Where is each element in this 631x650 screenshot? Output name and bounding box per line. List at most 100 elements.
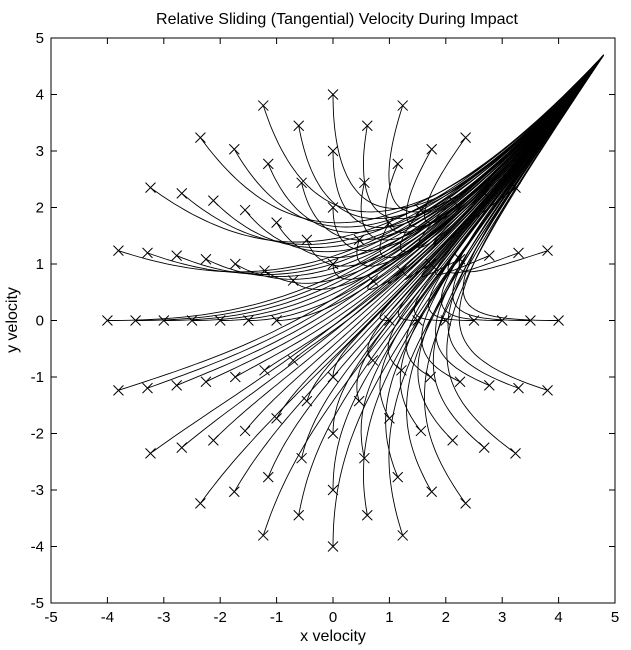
start-marker [510,447,521,459]
start-marker [415,425,427,437]
start-marker [186,315,198,326]
start-marker [396,265,407,277]
start-marker [142,382,153,394]
start-marker [243,315,254,326]
trajectory-line [276,54,605,321]
start-marker [200,253,212,265]
start-marker [287,275,299,286]
start-marker [327,541,339,552]
trajectory-line [147,54,605,389]
start-marker [327,145,339,157]
start-marker [228,143,240,155]
start-marker [239,204,251,216]
start-marker [440,315,452,326]
start-marker [229,371,241,383]
trajectory-line [200,54,605,504]
start-marker [396,364,407,376]
trajectory-line [435,54,605,386]
trajectory-line [267,54,605,478]
start-marker [384,217,395,228]
start-marker [271,315,282,326]
trajectory-line [181,54,605,245]
start-marker [293,509,305,521]
start-marker [271,217,282,228]
start-marker [257,530,269,541]
start-marker [195,497,206,509]
start-marker [195,132,206,144]
start-marker [397,100,409,111]
start-marker [301,395,313,407]
start-marker-layer [102,89,564,552]
start-marker [447,435,458,446]
start-marker [367,355,379,366]
y-tick-label: 1 [36,256,44,273]
trajectory-line [244,54,605,432]
trajectory-line [118,54,605,391]
trajectory-line [417,54,605,441]
start-marker [171,380,183,391]
x-tick-label: 3 [498,609,506,626]
trajectory-line [147,54,605,274]
trajectory-line [150,54,605,454]
start-marker [171,250,183,261]
trajectory-line [181,54,605,448]
start-marker [102,315,113,326]
start-marker [392,158,404,170]
start-marker [510,182,521,194]
start-marker [113,384,124,396]
y-tick-label: -2 [31,426,44,443]
trajectory-line [107,54,605,321]
start-marker [361,509,373,521]
x-tick-label: -3 [157,609,170,626]
start-marker [142,247,153,259]
start-marker [447,195,458,206]
y-tick-label: 4 [36,87,44,104]
start-marker [327,428,339,439]
start-marker [158,315,170,326]
trajectory-layer [107,54,605,547]
trajectory-line [388,54,605,536]
trajectory-line [452,54,605,321]
start-marker [496,315,508,326]
x-tick-label: 2 [442,609,450,626]
trajectory-line [446,54,605,454]
start-marker [412,315,423,326]
y-tick-label: -5 [31,595,44,612]
trajectory-line [406,54,605,228]
start-marker [384,413,395,424]
start-marker [454,253,466,265]
x-tick-label: 4 [554,609,562,626]
x-tick-label: -1 [270,609,283,626]
start-marker [425,371,437,383]
start-marker [145,182,156,194]
start-marker [426,143,438,155]
trajectory-line [446,54,605,243]
trajectory-line [135,54,605,321]
trajectory-line [213,54,605,441]
start-marker [130,315,141,326]
trajectory-line [192,54,605,321]
x-tick-label: -2 [214,609,227,626]
trajectory-line [440,54,605,321]
start-marker [359,177,370,189]
trajectory-line [163,54,605,321]
start-marker [468,315,480,326]
chart-title: Relative Sliding (Tangential) Velocity D… [156,11,519,28]
start-marker [327,258,339,270]
start-marker [542,245,553,257]
start-marker [483,250,495,261]
trajectory-line [388,54,605,213]
trajectory-line [176,54,605,275]
trajectory-line [298,54,605,516]
trajectory-line [363,54,605,516]
trajectory-line [150,54,605,243]
start-marker [553,315,564,326]
start-marker [483,380,495,391]
start-marker [361,120,373,132]
start-marker [293,120,305,132]
start-marker [259,265,270,277]
trajectory-line [332,54,605,491]
trajectory-line [379,54,605,259]
start-marker [454,376,466,388]
start-marker [113,245,124,257]
